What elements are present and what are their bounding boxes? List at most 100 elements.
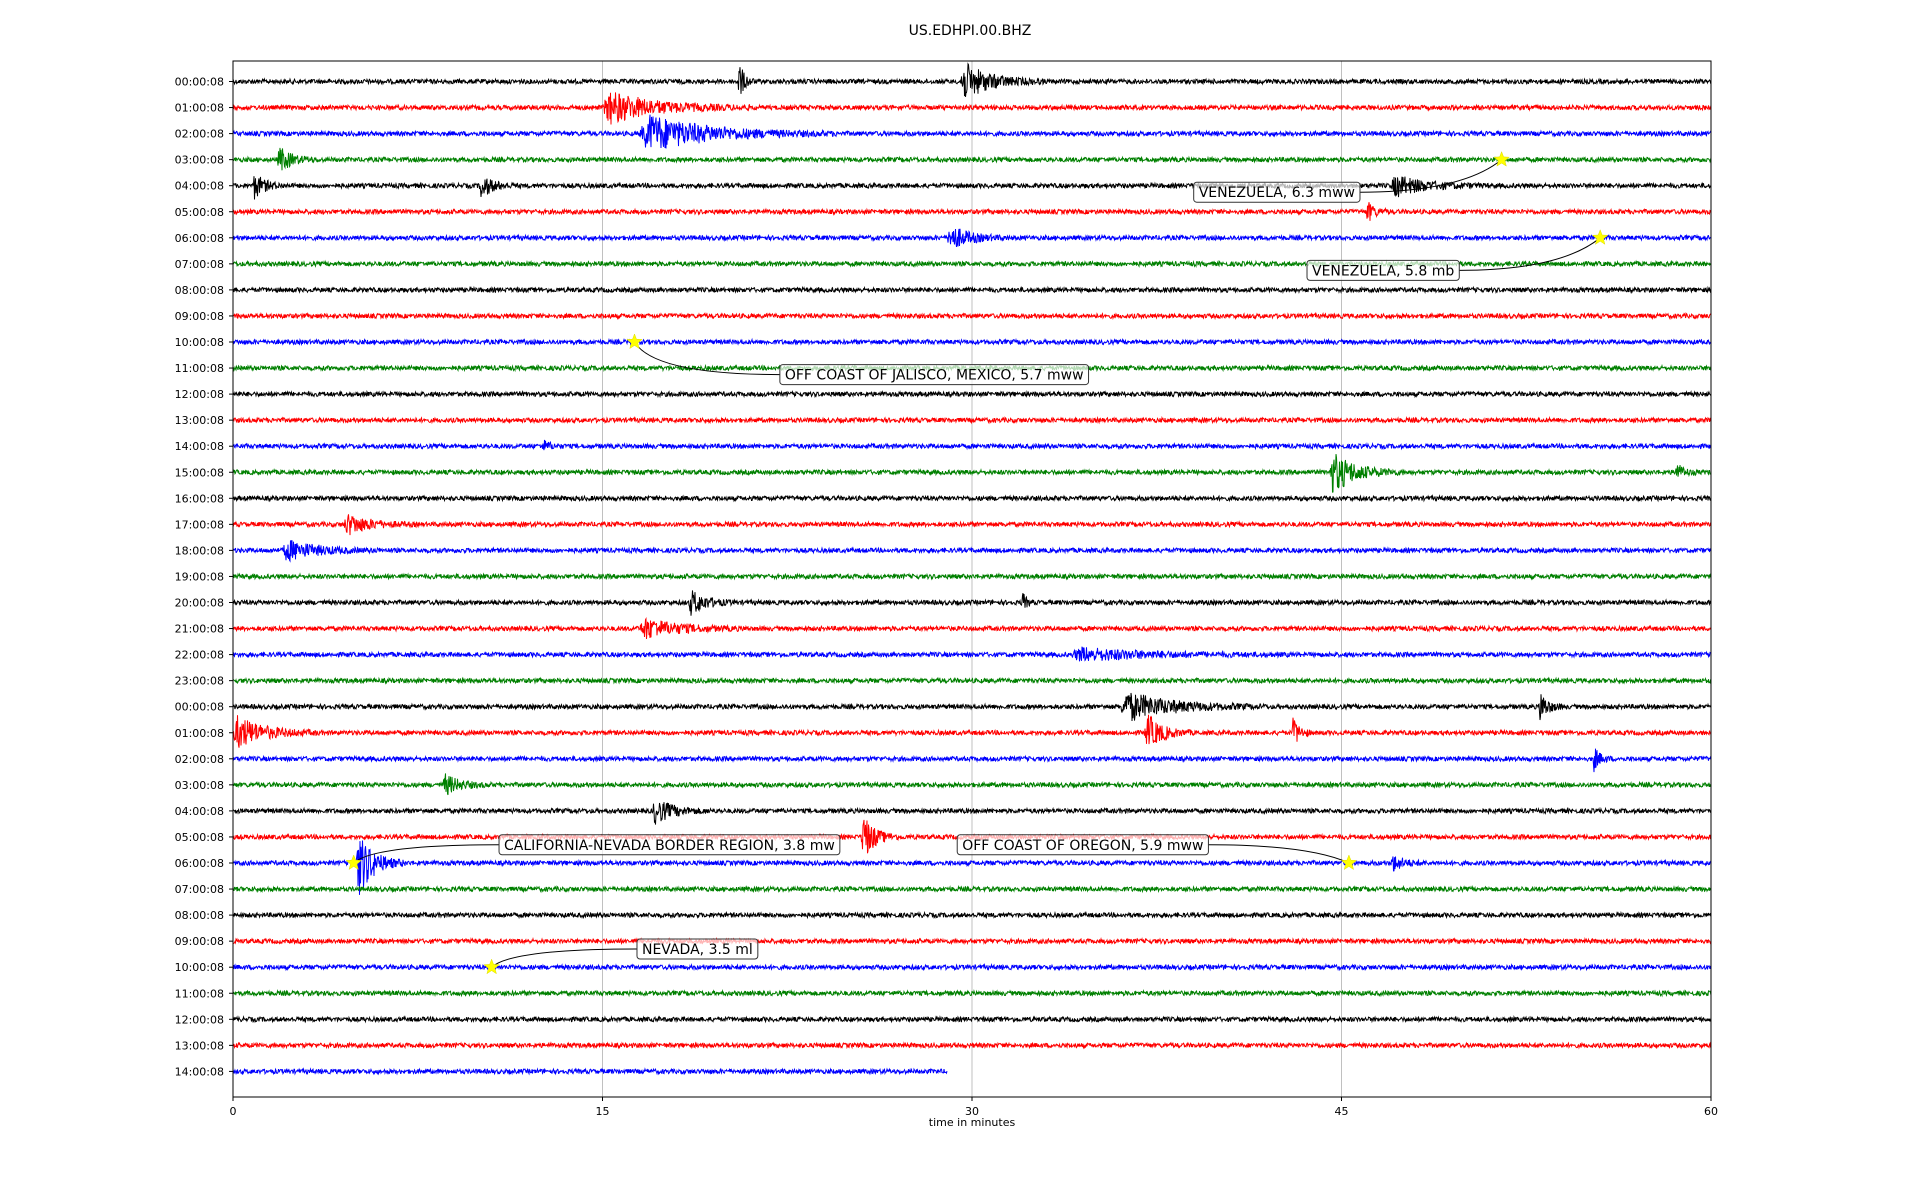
x-tick-label: 15 <box>596 1105 610 1118</box>
y-tick-label: 09:00:08 <box>175 310 224 323</box>
trace-line <box>232 202 1712 221</box>
event-label-box <box>1193 181 1361 203</box>
trace-line <box>232 114 1712 149</box>
y-tick-label: 02:00:08 <box>175 128 224 141</box>
y-tick-label: 03:00:08 <box>175 154 224 167</box>
y-tick-label: 05:00:08 <box>175 831 224 844</box>
event-label: OFF COAST OF JALISCO, MEXICO, 5.7 mww <box>785 368 1084 384</box>
trace-line <box>232 676 1712 685</box>
event-annotation: OFF COAST OF JALISCO, MEXICO, 5.7 mww <box>626 333 1090 386</box>
event-label: VENEZUELA, 5.8 mb <box>1312 263 1454 279</box>
trace-line <box>232 840 1712 895</box>
y-tick-label: 07:00:08 <box>175 258 224 271</box>
trace-line <box>232 494 1712 503</box>
y-tick-label: 14:00:08 <box>175 440 224 453</box>
event-label-box <box>1306 259 1460 281</box>
event-star-marker <box>1493 151 1510 167</box>
event-annotation: NEVADA, 3.5 ml <box>483 938 759 975</box>
event-annotation: VENEZUELA, 6.3 mww <box>1193 151 1510 203</box>
y-tick-label: 10:00:08 <box>175 961 224 974</box>
trace-line <box>232 228 1712 247</box>
x-tick-label: 45 <box>1335 1105 1349 1118</box>
event-annotation: CALIFORNIA-NEVADA BORDER REGION, 3.8 mw <box>345 834 841 871</box>
y-tick-label: 11:00:08 <box>175 362 224 375</box>
trace-line <box>232 714 1712 748</box>
y-axis-ticks: 00:00:08 01:00:08 02:00:08 03:00:08 04:00:08… <box>175 76 233 1078</box>
y-tick-label: 02:00:08 <box>175 753 224 766</box>
event-connector <box>491 948 637 968</box>
trace-line <box>232 285 1712 295</box>
trace-line <box>232 646 1712 662</box>
trace-line <box>232 311 1712 321</box>
x-axis-label: time in minutes <box>929 1116 1016 1129</box>
y-tick-label: 16:00:08 <box>175 492 224 505</box>
trace-line <box>232 454 1712 493</box>
y-tick-label: 13:00:08 <box>175 1039 224 1052</box>
trace-group <box>232 62 1712 1076</box>
trace-line <box>232 62 1712 97</box>
event-annotation: OFF COAST OF OREGON, 5.9 mww <box>956 834 1358 871</box>
event-label-box <box>779 364 1090 386</box>
event-label: VENEZUELA, 6.3 mww <box>1199 185 1355 201</box>
y-tick-label: 04:00:08 <box>175 180 224 193</box>
event-connector <box>353 844 500 864</box>
grid-lines <box>602 61 1342 1097</box>
y-tick-label: 11:00:08 <box>175 987 224 1000</box>
trace-line <box>232 337 1712 347</box>
y-tick-label: 13:00:08 <box>175 414 224 427</box>
chart-title: US.EDHPI.00.BHZ <box>909 23 1032 39</box>
event-label: OFF COAST OF OREGON, 5.9 mww <box>962 838 1203 854</box>
trace-line <box>232 147 1712 171</box>
event-label: CALIFORNIA-NEVADA BORDER REGION, 3.8 mw <box>504 838 835 854</box>
event-connector <box>634 341 780 376</box>
y-tick-label: 08:00:08 <box>175 284 224 297</box>
x-tick-label: 30 <box>965 1105 979 1118</box>
y-tick-label: 05:00:08 <box>175 206 224 219</box>
plot-frame <box>232 60 1712 1098</box>
y-tick-label: 12:00:08 <box>175 1013 224 1026</box>
y-tick-label: 18:00:08 <box>175 544 224 557</box>
y-tick-label: 10:00:08 <box>175 336 224 349</box>
trace-line <box>232 616 1712 640</box>
y-tick-label: 23:00:08 <box>175 675 224 688</box>
trace-line <box>232 692 1712 722</box>
trace-line <box>232 1041 1712 1050</box>
y-tick-label: 19:00:08 <box>175 570 224 583</box>
y-tick-label: 08:00:08 <box>175 909 224 922</box>
trace-line <box>232 439 1712 451</box>
trace-line <box>232 590 1712 616</box>
trace-line <box>232 989 1712 998</box>
event-star-marker <box>345 854 362 871</box>
event-connector <box>1208 844 1350 864</box>
trace-line <box>232 748 1712 773</box>
y-tick-label: 14:00:08 <box>175 1065 224 1078</box>
trace-line <box>232 540 1712 563</box>
trace-line <box>232 514 1712 536</box>
event-label-box <box>498 834 841 856</box>
trace-line <box>232 259 1712 269</box>
y-tick-label: 17:00:08 <box>175 518 224 531</box>
event-annotations: VENEZUELA, 6.3 mww VENEZUELA, 5.8 mb OFF C… <box>345 151 1609 975</box>
event-label: NEVADA, 3.5 ml <box>642 942 753 958</box>
x-axis-ticks: 0 15 30 45 60 <box>230 1097 1718 1118</box>
trace-line <box>232 572 1712 581</box>
y-tick-label: 01:00:08 <box>175 727 224 740</box>
trace-line <box>232 773 1712 796</box>
x-tick-label: 60 <box>1704 1105 1718 1118</box>
y-tick-label: 06:00:08 <box>175 857 224 870</box>
trace-line <box>232 415 1712 425</box>
y-tick-label: 04:00:08 <box>175 805 224 818</box>
y-tick-label: 22:00:08 <box>175 649 224 662</box>
trace-line <box>232 1067 948 1076</box>
trace-line <box>232 802 1712 825</box>
trace-line <box>232 92 1712 125</box>
y-tick-label: 12:00:08 <box>175 388 224 401</box>
trace-line <box>232 936 1712 946</box>
event-star-marker <box>626 333 643 350</box>
trace-line <box>232 962 1712 972</box>
event-connector <box>1459 237 1601 271</box>
x-tick-label: 0 <box>230 1105 237 1118</box>
y-tick-label: 00:00:08 <box>175 701 224 714</box>
y-tick-label: 01:00:08 <box>175 102 224 115</box>
